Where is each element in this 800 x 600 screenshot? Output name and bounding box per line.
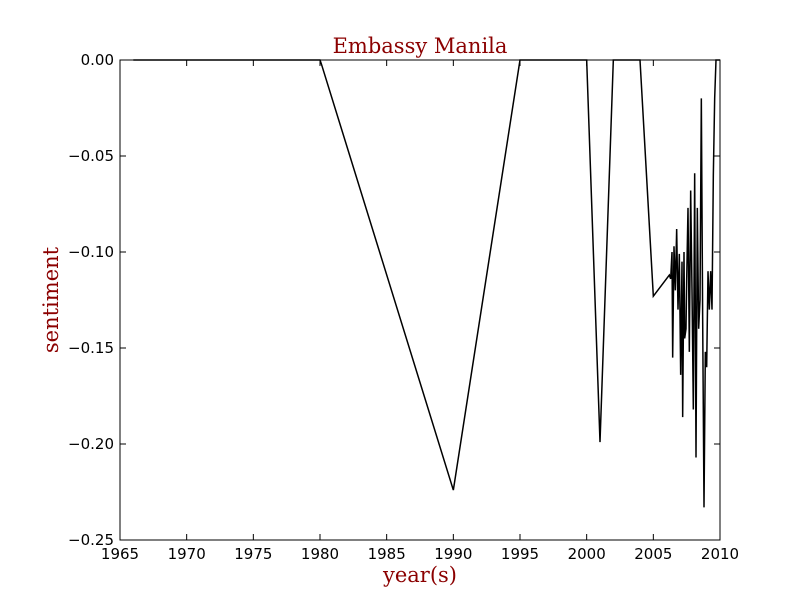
x-tick-label: 1975: [234, 545, 272, 563]
y-tick-label: 0.00: [81, 51, 114, 69]
y-tick-label: −0.15: [68, 339, 114, 357]
x-tick-label: 2005: [634, 545, 672, 563]
axis-ticks: 1965 1970 1975 1980 1985 1990 1995 2000 2005 2010…: [68, 51, 739, 563]
x-tick-label: 2010: [701, 545, 739, 563]
x-tick-label: 2000: [568, 545, 606, 563]
y-tick-label: −0.20: [68, 435, 114, 453]
x-tick-label: 1980: [301, 545, 339, 563]
y-axis-title: sentiment: [39, 246, 63, 353]
y-tick-label: −0.25: [68, 531, 114, 549]
chart-title: Embassy Manila: [333, 34, 508, 58]
x-tick-label: 1990: [434, 545, 472, 563]
x-tick-label: 1985: [368, 545, 406, 563]
y-tick-label: −0.10: [68, 243, 114, 261]
x-tick-label: 1965: [101, 545, 139, 563]
x-tick-label: 1995: [501, 545, 539, 563]
series-line: [133, 59, 720, 508]
y-tick-label: −0.05: [68, 147, 114, 165]
x-axis-title: year(s): [382, 563, 457, 587]
plot-area: [133, 59, 720, 508]
x-tick-label: 1970: [168, 545, 206, 563]
plot-frame: [119, 59, 721, 541]
